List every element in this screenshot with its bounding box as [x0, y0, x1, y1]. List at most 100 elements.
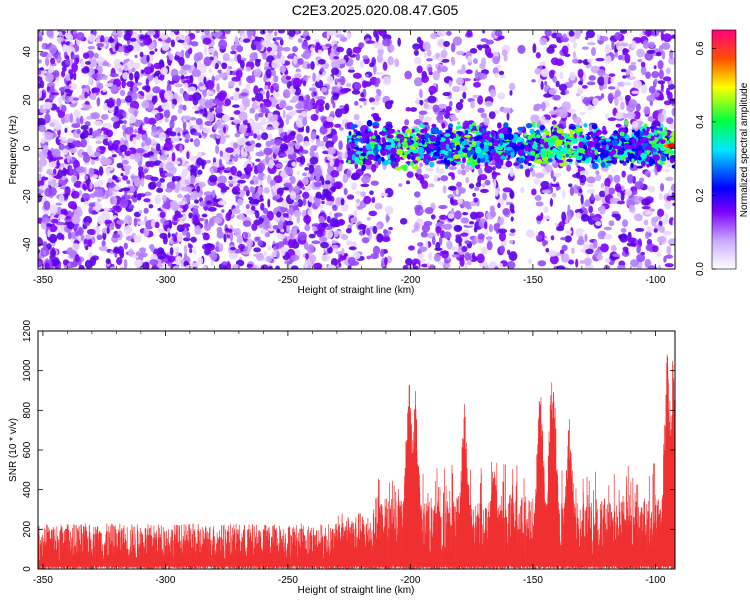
heatmap-cell [325, 43, 331, 48]
heatmap-cell [422, 122, 429, 126]
heatmap-cell [388, 226, 393, 231]
heatmap-cell [611, 213, 619, 218]
heatmap-cell [450, 42, 456, 53]
heatmap-cell [631, 40, 637, 49]
heatmap-cell [427, 66, 433, 73]
heatmap-cell [210, 167, 214, 176]
heatmap-cell [290, 254, 300, 261]
heatmap-cell [323, 120, 332, 129]
heatmap-cell [123, 120, 127, 125]
heatmap-cell [553, 266, 558, 269]
heatmap-cell [189, 155, 197, 162]
heatmap-cell [111, 154, 117, 158]
heatmap-cell [309, 254, 317, 263]
heatmap-cell [669, 79, 673, 84]
heatmap-cell [334, 197, 341, 208]
heatmap-cell [236, 179, 246, 184]
heatmap-cell [668, 49, 674, 60]
heatmap-cell [650, 30, 659, 37]
heatmap-cell [473, 226, 478, 233]
heatmap-cell [156, 247, 165, 255]
heatmap-cell [499, 245, 506, 254]
heatmap-cell [346, 194, 355, 200]
heatmap-cell [295, 103, 303, 110]
heatmap-cell [102, 89, 107, 93]
heatmap-cell [212, 98, 220, 104]
heatmap-cell [176, 224, 185, 232]
heatmap-cell [49, 204, 58, 215]
heatmap-cell [149, 259, 159, 266]
heatmap-cell [347, 256, 356, 266]
heatmap-cell [265, 255, 272, 263]
heatmap-cell [305, 125, 310, 134]
heatmap-cell [38, 173, 42, 178]
heatmap-cell [192, 207, 199, 218]
heatmap-cell [381, 236, 391, 243]
heatmap-cell [320, 86, 328, 93]
heatmap-cell [38, 193, 43, 203]
heatmap-cell [536, 122, 540, 128]
heatmap-cell [311, 240, 321, 245]
heatmap-cell [644, 30, 652, 37]
heatmap-cell [345, 240, 354, 246]
heatmap-cell [198, 181, 206, 188]
heatmap-cell [322, 135, 329, 143]
heatmap-cell [186, 151, 190, 160]
heatmap-cell [441, 250, 449, 259]
heatmap-cell [305, 35, 311, 41]
heatmap-cell [626, 174, 634, 184]
heatmap-cell [194, 225, 202, 235]
heatmap-cell [640, 65, 647, 76]
heatmap-cell [84, 175, 89, 180]
heatmap-cell [220, 214, 224, 218]
heatmap-cell [103, 207, 111, 211]
heatmap-cell [64, 113, 69, 124]
heatmap-cell [475, 135, 484, 140]
heatmap-cell [387, 159, 391, 164]
heatmap-cell [48, 161, 57, 168]
heatmap-cell [413, 77, 423, 87]
heatmap-cell [101, 240, 106, 247]
heatmap-cell [188, 243, 193, 249]
heatmap-cell [484, 179, 491, 186]
heatmap-cell [128, 115, 137, 124]
heatmap-cell [346, 47, 353, 57]
heatmap-cell [628, 99, 638, 109]
heatmap-cell [179, 69, 188, 76]
heatmap-cell [552, 76, 558, 83]
heatmap-cell [604, 177, 611, 188]
heatmap-cell [75, 31, 85, 41]
heatmap-cell [330, 186, 337, 192]
heatmap-cell [246, 30, 254, 37]
heatmap-cell [449, 197, 454, 205]
heatmap-cell [302, 117, 308, 126]
heatmap-cell [82, 183, 87, 190]
heatmap-cell [600, 183, 605, 188]
heatmap-cell [565, 229, 573, 235]
heatmap-cell [80, 138, 88, 148]
heatmap-cell [446, 240, 453, 250]
heatmap-cell [135, 147, 146, 154]
heatmap-cell [658, 192, 663, 201]
heatmap-cell [603, 264, 611, 269]
heatmap-cell [204, 243, 213, 249]
heatmap-cell [188, 86, 197, 92]
heatmap-cell [459, 85, 468, 92]
heatmap-cell [628, 204, 636, 213]
heatmap-cell [183, 244, 188, 254]
heatmap-cell [641, 198, 651, 206]
heatmap-cell [543, 119, 551, 124]
heatmap-cell [321, 254, 331, 262]
heatmap-cell [221, 261, 228, 266]
heatmap-cell [62, 167, 67, 177]
heatmap-cell [261, 39, 271, 48]
heatmap-cell [313, 91, 317, 97]
heatmap-cell [481, 44, 490, 49]
heatmap-cell [148, 244, 155, 250]
heatmap-cell [262, 53, 267, 60]
heatmap-cell [292, 46, 299, 53]
heatmap-cell [221, 209, 225, 213]
heatmap-cell [298, 95, 304, 103]
heatmap-cell [38, 31, 44, 37]
heatmap-cell [116, 219, 125, 225]
